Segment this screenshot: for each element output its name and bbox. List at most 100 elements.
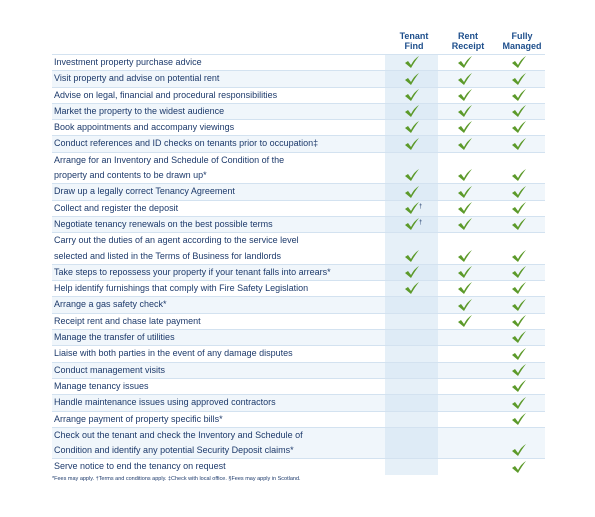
- table-cell: [438, 104, 491, 119]
- text-line: Conduct management visits: [54, 364, 166, 375]
- text-line: Arrange for an Inventory and Schedule of…: [54, 154, 285, 165]
- table-cell: [438, 428, 491, 459]
- table-cell: [438, 297, 491, 312]
- text-line: Visit property and advise on potential r…: [54, 73, 220, 84]
- check-note: †: [418, 203, 423, 210]
- text-line: Negotiate tenancy renewals on the best p…: [54, 218, 273, 229]
- table-cell: [492, 153, 545, 184]
- service-text: Arrange for an Inventory and Schedule of…: [52, 153, 385, 184]
- check-mark: [511, 218, 526, 231]
- table-row: Help identify furnishings that comply wi…: [52, 280, 545, 297]
- table-row: Draw up a legally correct Tenancy Agreem…: [52, 183, 545, 200]
- service-text: Carry out the duties of an agent accordi…: [52, 233, 385, 264]
- check-mark: [511, 298, 526, 311]
- check-mark: [458, 249, 473, 262]
- column-header: Fully Managed: [502, 31, 542, 51]
- check-mark: [404, 266, 419, 279]
- table-row: Book appointments and accompany viewings: [52, 119, 545, 136]
- text-line: property and contents to be drawn up*: [54, 170, 207, 181]
- table-cell: [438, 217, 491, 232]
- check-mark: [511, 282, 526, 295]
- check-mark: [404, 72, 419, 85]
- check-note: †: [418, 220, 423, 227]
- table-row: Carry out the duties of an agent accordi…: [52, 232, 545, 264]
- text-line: Collect and register the deposit: [54, 202, 179, 213]
- text-line: Conduct references and ID checks on tena…: [54, 138, 319, 149]
- service-text: Take steps to repossess your property if…: [52, 265, 385, 280]
- check-mark: [511, 249, 526, 262]
- service-text: Arrange payment of property specific bil…: [52, 412, 385, 427]
- table-row: Visit property and advise on potential r…: [52, 70, 545, 87]
- table-cell: [492, 459, 545, 474]
- table-cell: [492, 201, 545, 216]
- table-cell: [384, 87, 439, 103]
- table-cell: [384, 233, 439, 264]
- text-line: Manage tenancy issues: [54, 380, 149, 391]
- check-mark: [458, 56, 473, 69]
- service-text: Liaise with both parties in the event of…: [52, 346, 385, 361]
- table-cell: [492, 281, 545, 296]
- table-row: Arrange a gas safety check*: [52, 296, 545, 313]
- table-row: Arrange for an Inventory and Schedule of…: [52, 151, 545, 184]
- text-line: Liaise with both parties in the event of…: [54, 348, 293, 359]
- table-cell: [492, 297, 545, 312]
- table-cell: [384, 71, 439, 87]
- text-line: Arrange payment of property specific bil…: [54, 413, 223, 424]
- table-cell: [438, 281, 491, 296]
- service-text: Market the property to the widest audien…: [52, 104, 385, 119]
- text-line: Book appointments and accompany viewings: [54, 122, 235, 133]
- service-text: Conduct references and ID checks on tena…: [52, 136, 385, 151]
- check-mark: [458, 185, 473, 198]
- text-line: Help identify furnishings that comply wi…: [54, 283, 309, 294]
- table-cell: [438, 55, 491, 70]
- check-mark: [511, 444, 526, 457]
- table-cell: [492, 395, 545, 410]
- table-cell: [438, 330, 491, 345]
- table-cell: [438, 71, 491, 86]
- table-cell: [492, 363, 545, 378]
- check-mark: [511, 137, 526, 150]
- header-row: Tenant Find Rent Receipt Fully Managed: [387, 31, 549, 51]
- service-text: Draw up a legally correct Tenancy Agreem…: [52, 184, 385, 199]
- check-mark: [511, 396, 526, 409]
- table-cell: [492, 71, 545, 86]
- service-text: Arrange a gas safety check*: [52, 297, 385, 312]
- table-cell: [492, 346, 545, 361]
- check-mark: [511, 72, 526, 85]
- table-cell: [492, 314, 545, 329]
- text-line: Take steps to repossess your property if…: [54, 266, 331, 277]
- service-text: Collect and register the deposit: [52, 201, 385, 216]
- table-cell: [384, 378, 439, 395]
- check-mark: [511, 363, 526, 376]
- check-mark: [511, 105, 526, 118]
- table-cell: [438, 233, 491, 264]
- check-mark: [458, 72, 473, 85]
- text-line: Serve notice to end the tenancy on reque…: [54, 461, 226, 472]
- check-mark: [404, 56, 419, 69]
- table-cell: [384, 120, 439, 136]
- table-cell: [384, 346, 439, 362]
- service-text: Check out the tenant and check the Inven…: [52, 428, 385, 459]
- check-mark: [404, 249, 419, 262]
- table-cell: [492, 217, 545, 232]
- table-cell: [438, 363, 491, 378]
- table-cell: [384, 459, 439, 475]
- service-text: Investment property purchase advice: [52, 55, 385, 70]
- table-cell: [384, 184, 439, 200]
- check-mark: [511, 380, 526, 393]
- table-cell: [384, 281, 439, 297]
- table-cell: [384, 297, 439, 313]
- check-mark: [404, 88, 419, 101]
- table-cell: [384, 427, 439, 459]
- table-cell: [438, 314, 491, 329]
- table-row: Negotiate tenancy renewals on the best p…: [52, 215, 545, 233]
- footnote: *Fees may apply. †Terms and conditions a…: [52, 476, 301, 482]
- table-row: Handle maintenance issues using approved…: [52, 394, 545, 411]
- check-mark: [511, 88, 526, 101]
- table-cell: [384, 152, 439, 184]
- table-cell: [492, 120, 545, 135]
- check-mark: [458, 169, 473, 182]
- text-line: Advise on legal, financial and procedura…: [54, 89, 278, 100]
- table-row: Check out the tenant and check the Inven…: [52, 426, 545, 459]
- table-row: Market the property to the widest audien…: [52, 102, 545, 120]
